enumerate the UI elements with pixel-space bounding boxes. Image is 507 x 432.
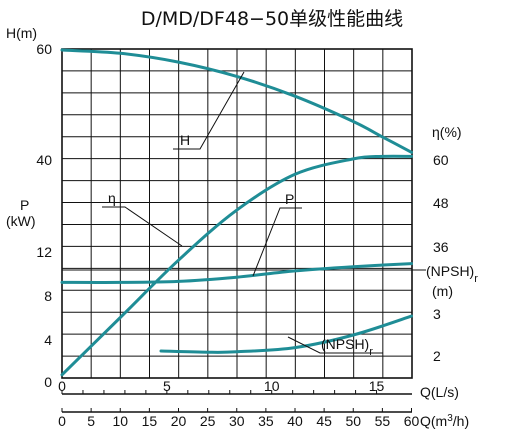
flow-ls-tick: 15	[369, 378, 385, 394]
npsh-label-leader	[287, 336, 383, 354]
flow-m3h-tick: 60	[404, 413, 420, 429]
npsh-tick: 2	[433, 348, 441, 364]
flow-ls-tick: 5	[163, 378, 171, 394]
head-curve	[60, 48, 413, 154]
flow-m3h-tick: 55	[375, 413, 391, 429]
efficiency-label-leader	[102, 206, 183, 247]
flow-m3h-tick: 10	[112, 413, 128, 429]
chart-title: D/MD/DF48−50单级性能曲线	[141, 8, 403, 30]
flow-m3h-tick: 20	[171, 413, 187, 429]
flow-m3h-tick: 50	[345, 413, 361, 429]
flow-ls-axis-label: Q(L/s)	[420, 384, 459, 400]
npsh-curve-label-sub: r	[369, 346, 373, 358]
curve-leaders	[102, 71, 383, 354]
power-curve-label: P	[285, 191, 294, 207]
npsh-axis-unit: (m)	[432, 283, 453, 299]
power-axis-label: P	[20, 197, 29, 213]
head-curve-label: H	[180, 132, 190, 148]
grid	[61, 48, 426, 413]
npsh-curve-label: (NPSH)r	[321, 336, 373, 358]
npsh-curve	[159, 314, 413, 354]
power-tick: 4	[44, 332, 52, 348]
npsh-tick: 3	[433, 306, 441, 322]
flow-m3h-tick: 45	[316, 413, 332, 429]
efficiency-curve	[60, 154, 413, 377]
plot-frame	[61, 48, 413, 379]
head-tick-40: 40	[36, 152, 52, 168]
power-tick: 0	[44, 374, 52, 390]
curves	[60, 48, 413, 377]
flow-m3h-tick: 35	[258, 413, 274, 429]
efficiency-axis-label: η(%)	[432, 124, 462, 140]
efficiency-curve-label: η	[108, 190, 116, 206]
head-axis-label: H(m)	[6, 25, 37, 41]
npsh-axis-label: (NPSH)r	[426, 263, 478, 285]
flow-m3h-tick: 40	[287, 413, 303, 429]
power-curve	[60, 262, 413, 284]
flow-m3h-axis-label-suffix: /h)	[453, 413, 469, 429]
flow-m3h-axis-label-sup: 3	[447, 413, 453, 424]
head-tick-60: 60	[36, 41, 52, 57]
labels: Hη P(NPSH)rD/MD/DF48−50单级性能曲线H(m)6040P(kW…	[6, 8, 478, 429]
npsh-axis-label-sub: r	[474, 273, 478, 285]
flow-ls-tick: 10	[264, 378, 280, 394]
power-tick: 8	[44, 288, 52, 304]
power-axis-unit: (kW)	[6, 213, 36, 229]
efficiency-tick: 36	[433, 239, 449, 255]
efficiency-tick: 60	[433, 152, 449, 168]
power-tick: 12	[36, 244, 52, 260]
flow-m3h-tick: 15	[142, 413, 158, 429]
flow-ls-tick: 0	[58, 378, 66, 394]
power-label-leader	[252, 207, 302, 277]
head-label-leader	[173, 71, 245, 150]
flow-m3h-tick: 5	[87, 413, 95, 429]
flow-m3h-tick: 0	[58, 413, 66, 429]
flow-m3h-tick: 30	[229, 413, 245, 429]
flow-m3h-axis-label: Q(m3/h)	[420, 413, 469, 430]
efficiency-tick: 48	[433, 195, 449, 211]
flow-m3h-tick: 25	[200, 413, 216, 429]
